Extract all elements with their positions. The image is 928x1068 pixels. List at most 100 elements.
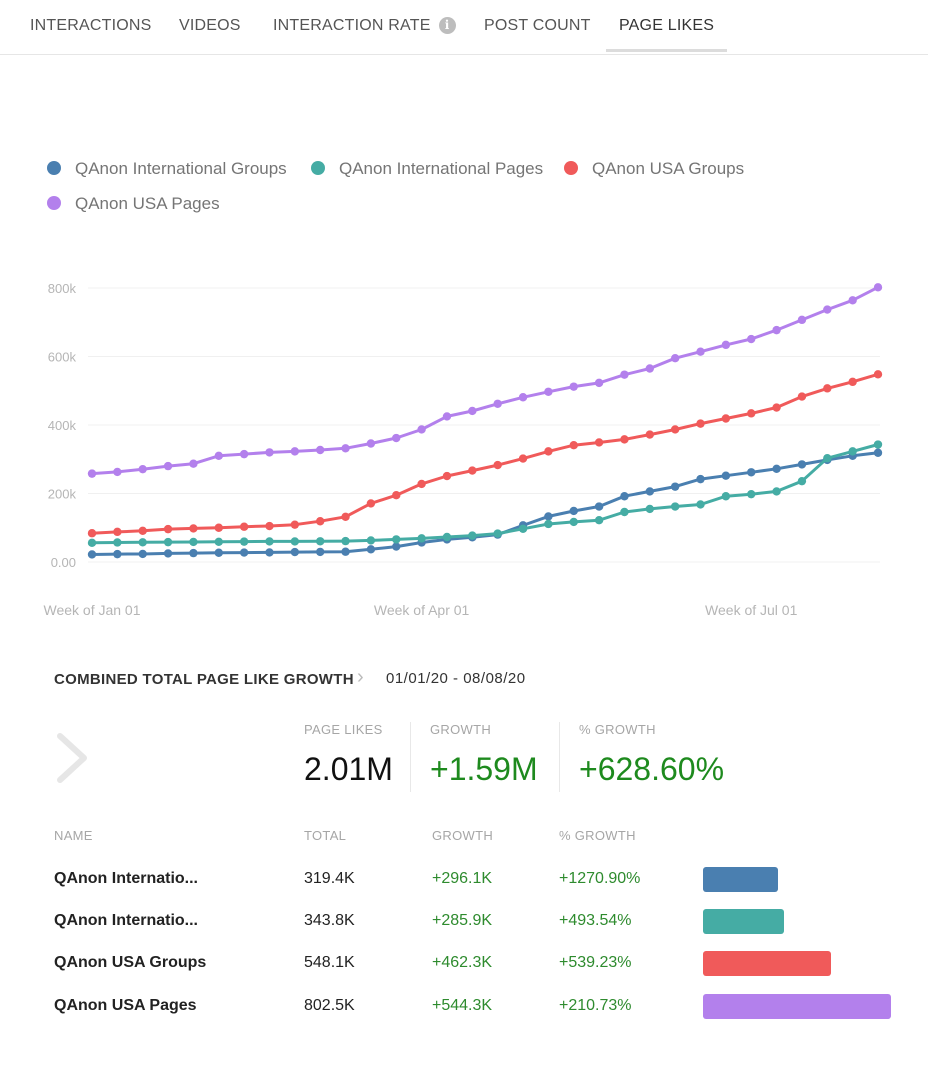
data-point-qanon-usa-groups [873, 370, 883, 379]
data-point-qanon-usa-groups [544, 447, 553, 456]
data-point-qanon-usa-groups [366, 499, 376, 508]
tab-label: POST COUNT [484, 17, 591, 34]
legend-label: QAnon USA Groups [592, 159, 745, 178]
page-likes-line-chart: 0.00 200k 400k 600k 800k Week of Jan 01 Week o… [43, 281, 883, 618]
data-point-qanon-usa-pages [468, 406, 477, 416]
data-point-qanon-international-pages [138, 538, 147, 547]
x-tick-label: Week of Jul 01 [705, 602, 798, 618]
row-bar [703, 867, 778, 892]
column-header-total[interactable]: TOTAL [304, 828, 347, 843]
data-point-qanon-usa-groups [670, 425, 680, 434]
data-point-qanon-international-groups [772, 464, 781, 474]
legend-dot [47, 161, 61, 175]
data-point-qanon-usa-pages [594, 378, 604, 388]
series-line-qanon-usa-groups [91, 372, 879, 535]
legend-item-qanon-international-pages[interactable]: QAnon International Pages [311, 157, 543, 181]
series-line-qanon-usa-pages [91, 285, 879, 476]
row-growth: +285.9K [432, 912, 493, 929]
data-point-qanon-usa-groups [620, 435, 629, 444]
data-point-qanon-usa-groups [239, 522, 249, 531]
data-point-qanon-international-groups [696, 474, 705, 484]
data-point-qanon-usa-pages [797, 315, 807, 325]
data-point-qanon-usa-groups [341, 512, 350, 521]
data-point-qanon-usa-groups [823, 384, 832, 393]
chevron-right-icon[interactable] [54, 728, 94, 788]
data-point-qanon-usa-groups [721, 414, 731, 423]
stat-pct-growth: % GROWTH +628.60% [579, 722, 724, 788]
row-bar [703, 951, 832, 976]
data-point-qanon-international-groups [366, 545, 376, 554]
data-point-qanon-international-groups [290, 547, 300, 557]
data-point-qanon-international-pages [797, 476, 807, 486]
data-point-qanon-international-pages [544, 519, 553, 529]
data-point-qanon-usa-groups [189, 524, 198, 533]
data-point-qanon-usa-pages [442, 412, 452, 421]
data-point-qanon-international-groups [163, 549, 173, 558]
column-header-pct-growth[interactable]: % GROWTH [559, 828, 636, 843]
data-point-qanon-usa-pages [721, 340, 731, 350]
data-point-qanon-usa-pages [315, 445, 325, 455]
stat-growth: GROWTH +1.59M [430, 722, 538, 788]
table-row[interactable]: QAnon Internatio... 343.8K +285.9K +493.… [0, 909, 928, 939]
legend-item-qanon-usa-pages[interactable]: QAnon USA Pages [47, 192, 220, 216]
data-point-qanon-usa-pages [544, 387, 553, 396]
tab-videos[interactable]: VIDEOS [179, 0, 241, 52]
data-point-qanon-international-groups [797, 460, 807, 469]
table-row[interactable]: QAnon Internatio... 319.4K +296.1K +1270… [0, 867, 928, 897]
table-row[interactable]: QAnon USA Groups 548.1K +462.3K +539.23% [0, 951, 928, 981]
date-range[interactable]: 01/01/20 - 08/08/20 [386, 670, 526, 687]
data-point-qanon-usa-groups [848, 377, 857, 387]
info-icon[interactable]: i [438, 17, 456, 34]
data-point-qanon-usa-pages [366, 439, 376, 448]
data-point-qanon-international-groups [113, 549, 122, 559]
tab-interactions[interactable]: INTERACTIONS [30, 0, 152, 52]
data-point-qanon-international-groups [239, 548, 249, 557]
data-point-qanon-international-groups [747, 468, 756, 477]
row-bar [703, 909, 784, 934]
data-point-qanon-usa-pages [290, 447, 300, 456]
stat-value: 2.01M [304, 751, 393, 787]
data-point-qanon-usa-pages [518, 393, 528, 402]
row-total: 343.8K [304, 912, 355, 929]
data-point-qanon-international-groups [873, 448, 883, 457]
legend-item-qanon-usa-groups[interactable]: QAnon USA Groups [564, 157, 744, 181]
data-point-qanon-usa-groups [747, 409, 756, 418]
data-point-qanon-usa-groups [417, 479, 426, 489]
data-point-qanon-usa-pages [189, 459, 198, 468]
data-point-qanon-usa-pages [341, 444, 350, 453]
data-point-qanon-international-groups [341, 547, 350, 556]
tab-label: VIDEOS [179, 17, 241, 34]
stat-label: % GROWTH [579, 722, 656, 737]
tab-page-likes[interactable]: PAGE LIKES [606, 0, 728, 52]
table-row[interactable]: QAnon USA Pages 802.5K +544.3K +210.73% [0, 994, 928, 1024]
tab-label: PAGE LIKES [619, 17, 715, 34]
data-point-qanon-usa-groups [493, 460, 502, 470]
data-point-qanon-usa-pages [493, 399, 502, 408]
data-point-qanon-usa-groups [214, 523, 223, 532]
legend-label: QAnon International Groups [75, 159, 287, 178]
row-total: 802.5K [304, 997, 355, 1014]
data-point-qanon-usa-groups [797, 392, 807, 401]
tab-post-count[interactable]: POST COUNT [484, 0, 591, 52]
data-point-qanon-international-pages [670, 502, 680, 511]
data-point-qanon-usa-pages [620, 370, 629, 379]
data-point-qanon-international-pages [772, 487, 781, 496]
stat-page-likes: PAGE LIKES 2.01M [304, 722, 393, 788]
column-header-growth[interactable]: GROWTH [432, 828, 494, 843]
data-point-qanon-usa-groups [290, 520, 300, 529]
legend-dot [564, 161, 578, 175]
data-point-qanon-usa-groups [518, 454, 528, 463]
tab-interaction-rate[interactable]: INTERACTION RATE i [273, 0, 456, 52]
column-header-name[interactable]: NAME [54, 828, 93, 843]
data-point-qanon-usa-groups [442, 471, 452, 481]
data-point-qanon-usa-groups [163, 524, 173, 534]
data-point-qanon-usa-groups [772, 403, 781, 412]
data-point-qanon-international-groups [645, 487, 655, 496]
legend-item-qanon-international-groups[interactable]: QAnon International Groups [47, 157, 287, 181]
legend-dot [311, 161, 325, 175]
y-tick-label: 600k [48, 350, 77, 365]
chevron-right-icon: › [357, 666, 364, 688]
data-point-qanon-usa-pages [696, 347, 705, 356]
data-point-qanon-international-pages [493, 529, 502, 538]
row-bar [703, 994, 891, 1019]
